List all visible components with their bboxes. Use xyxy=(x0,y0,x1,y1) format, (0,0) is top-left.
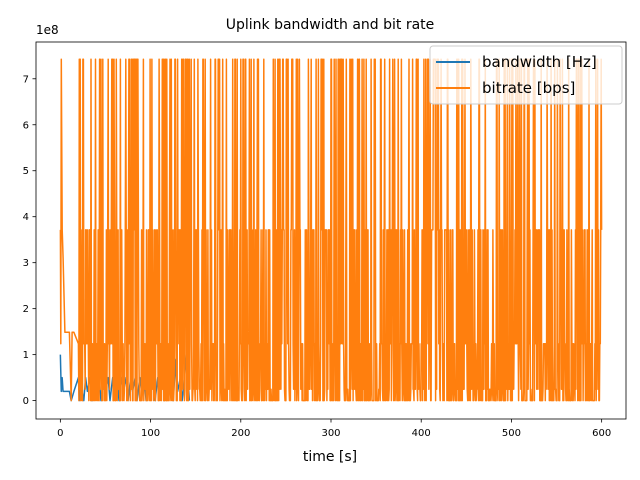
x-tick-label: 300 xyxy=(321,428,340,439)
legend: bandwidth [Hz] bitrate [bps] xyxy=(429,45,623,105)
x-tick-label: 0 xyxy=(57,428,63,439)
plot-area xyxy=(59,58,603,402)
x-tick-label: 600 xyxy=(592,428,611,439)
axes: 0 100 200 300 400 500 600 0 1 2 3 4 5 6 7 xyxy=(23,41,627,439)
y-tick-label: 1 xyxy=(23,350,29,361)
legend-label-bitrate: bitrate [bps] xyxy=(482,79,575,97)
y-tick-label: 4 xyxy=(23,212,29,223)
y-tick-label: 7 xyxy=(23,74,29,85)
x-tick-label: 500 xyxy=(502,428,521,439)
x-tick-label: 100 xyxy=(141,428,160,439)
x-tick-label: 200 xyxy=(231,428,250,439)
series-line-bitrate xyxy=(59,58,603,402)
y-scale-multiplier: 1e8 xyxy=(36,23,59,37)
legend-box xyxy=(429,45,623,105)
legend-label-bandwidth: bandwidth [Hz] xyxy=(482,53,597,71)
y-tick-label: 0 xyxy=(23,396,29,407)
y-tick-label: 2 xyxy=(23,304,29,315)
y-tick-label: 3 xyxy=(23,258,29,269)
x-tick-label: 400 xyxy=(412,428,431,439)
plot-series-group xyxy=(59,58,603,402)
y-tick-label: 5 xyxy=(23,166,29,177)
x-axis-label: time [s] xyxy=(303,449,357,465)
y-tick-label: 6 xyxy=(23,120,29,131)
chart-title: Uplink bandwidth and bit rate xyxy=(226,17,435,33)
